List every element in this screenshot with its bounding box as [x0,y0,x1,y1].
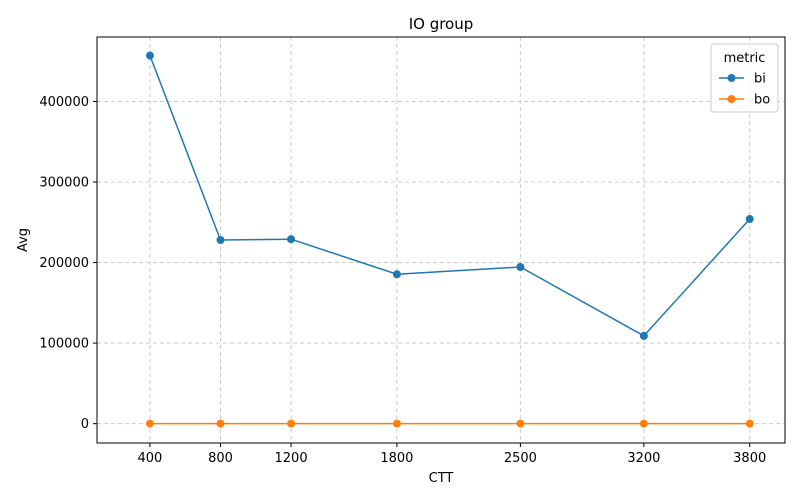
x-tick-label: 1200 [275,451,308,466]
y-tick-label: 200000 [39,256,89,271]
y-axis-title: Avg [16,228,31,252]
data-point-bo [516,419,525,428]
data-point-bo [287,419,296,428]
axis-ticks: 400 800 1200 1800 2500 3200 3800 0 100000 200000 3… [39,95,766,466]
grid-lines [97,37,785,443]
series-lines [145,51,754,428]
data-point-bo [145,419,154,428]
y-tick-label: 400000 [39,95,89,110]
x-tick-label: 3800 [733,451,766,466]
legend-label-bo: bo [754,93,770,108]
y-tick-label: 100000 [39,337,89,352]
series-line-bi [149,55,751,337]
data-point-bo [216,419,225,428]
data-point-bi [287,235,296,244]
y-tick-label: 300000 [39,176,89,191]
legend-title: metric [724,51,766,66]
x-tick-label: 800 [208,451,233,466]
legend: metric bi bo [710,43,779,113]
chart-title: IO group [409,15,474,33]
x-axis-title: CTT [429,471,454,486]
x-tick-label: 3200 [627,451,660,466]
legend-marker-bo [727,95,736,103]
x-tick-label: 1800 [380,451,413,466]
data-point-bi [745,215,754,224]
data-point-bo [639,419,648,428]
data-point-bi [639,331,648,340]
plot-area-frame [96,36,786,444]
data-point-bi [145,51,154,60]
data-point-bo [392,419,401,428]
x-tick-label: 400 [138,451,163,466]
data-point-bo [745,419,754,428]
y-tick-label: 0 [81,417,89,432]
legend-marker-bi [727,74,736,82]
x-tick-label: 2500 [504,451,537,466]
legend-label-bi: bi [754,72,766,87]
data-point-bi [392,270,401,279]
legend-box [710,43,779,113]
data-point-bi [516,262,525,271]
data-point-bi [216,236,225,244]
